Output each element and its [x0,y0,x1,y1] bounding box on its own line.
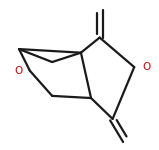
Text: O: O [142,62,150,72]
Text: O: O [14,66,23,76]
